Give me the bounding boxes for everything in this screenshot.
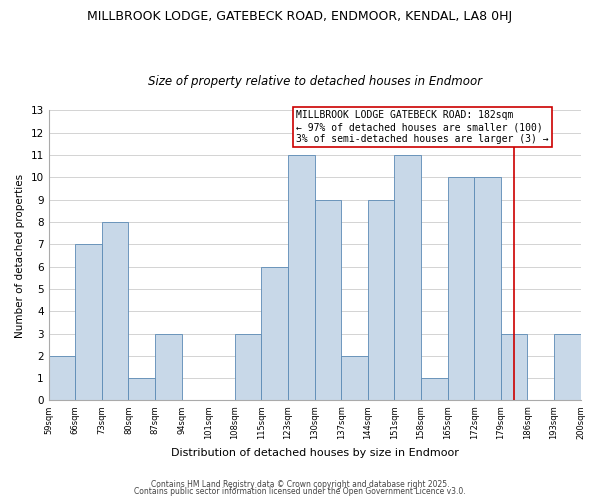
Title: Size of property relative to detached houses in Endmoor: Size of property relative to detached ho… [148, 76, 482, 88]
Text: Contains HM Land Registry data © Crown copyright and database right 2025.: Contains HM Land Registry data © Crown c… [151, 480, 449, 489]
X-axis label: Distribution of detached houses by size in Endmoor: Distribution of detached houses by size … [170, 448, 458, 458]
Bar [128, 378, 155, 400]
Bar [235, 334, 262, 400]
Bar [421, 378, 448, 400]
Bar [155, 334, 182, 400]
Y-axis label: Number of detached properties: Number of detached properties [15, 174, 25, 338]
Bar [341, 356, 368, 401]
Bar [474, 178, 501, 400]
Bar [394, 155, 421, 400]
Bar [102, 222, 128, 400]
Bar [554, 334, 581, 400]
Bar [501, 334, 527, 400]
Text: MILLBROOK LODGE GATEBECK ROAD: 182sqm
← 97% of detached houses are smaller (100): MILLBROOK LODGE GATEBECK ROAD: 182sqm ← … [296, 110, 548, 144]
Bar [49, 356, 75, 401]
Text: MILLBROOK LODGE, GATEBECK ROAD, ENDMOOR, KENDAL, LA8 0HJ: MILLBROOK LODGE, GATEBECK ROAD, ENDMOOR,… [88, 10, 512, 23]
Text: Contains public sector information licensed under the Open Government Licence v3: Contains public sector information licen… [134, 488, 466, 496]
Bar [368, 200, 394, 400]
Bar [314, 200, 341, 400]
Bar [262, 266, 288, 400]
Bar [75, 244, 102, 400]
Bar [288, 155, 314, 400]
Bar [448, 178, 474, 400]
